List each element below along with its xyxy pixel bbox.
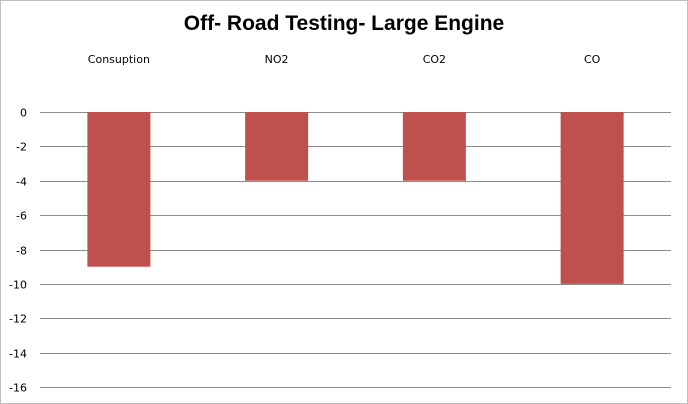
- y-tick-label: -2: [16, 141, 27, 154]
- category-labels: Consuption NO2 CO2 CO: [88, 53, 601, 66]
- y-axis-tick-labels: 0 -2 -4 -6 -8 -10 -12 -14 -16: [9, 107, 27, 395]
- y-tick-label: -16: [9, 382, 27, 395]
- bar-co: [560, 112, 624, 284]
- y-tick-label: -12: [9, 313, 27, 326]
- category-label: Consuption: [88, 53, 150, 66]
- y-tick-label: -10: [9, 279, 27, 292]
- category-label: CO2: [423, 53, 446, 66]
- bar-no2: [245, 112, 309, 181]
- y-tick-label: -14: [9, 348, 27, 361]
- y-tick-label: -6: [16, 210, 27, 223]
- category-label: CO: [584, 53, 601, 66]
- category-label: NO2: [265, 53, 289, 66]
- bar-co2: [402, 112, 466, 181]
- y-tick-label: -4: [16, 176, 27, 189]
- bars: [87, 112, 624, 284]
- chart-title: Off- Road Testing- Large Engine: [183, 12, 505, 35]
- y-tick-label: 0: [20, 107, 27, 120]
- y-tick-label: -8: [16, 245, 27, 258]
- bar-consuption: [87, 112, 151, 267]
